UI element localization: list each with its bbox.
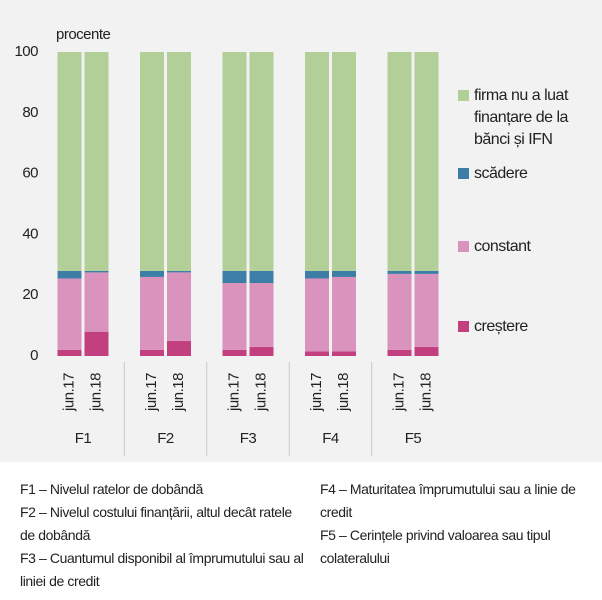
chart: procente 0 20 40 60 80 100 F1 F2 F3 F4 F5 jun.17 jun… <box>14 26 439 456</box>
bar-segment <box>332 270 356 277</box>
bar-segment <box>414 52 439 271</box>
bar-segment <box>249 270 274 284</box>
note: F3 – Cuantumul disponibil al împrumutulu… <box>20 550 304 589</box>
bar-segment <box>305 351 329 356</box>
bar-segment <box>167 52 191 271</box>
group-label: F4 <box>322 430 339 447</box>
y-axis-label: procente <box>56 26 111 43</box>
bar-segment <box>332 276 356 352</box>
legend-label: constant <box>474 238 531 255</box>
y-tick-label: 100 <box>14 43 38 60</box>
note: F5 – Cerințele privind valoarea sau tipu… <box>320 527 551 566</box>
y-tick-label: 20 <box>22 286 38 303</box>
bar-segment <box>387 273 412 350</box>
bar-segment <box>84 270 109 273</box>
legend-label: firma nu a luat finanțare de la bănci și… <box>474 87 568 148</box>
x-tick-label: jun.18 <box>87 373 104 412</box>
bar-segment <box>414 346 439 356</box>
bar-segment <box>57 278 82 350</box>
bar-segment <box>167 340 191 356</box>
bar-segment <box>57 349 82 356</box>
bar-segment <box>414 270 439 274</box>
bar-segment <box>140 349 164 356</box>
bar-segment <box>387 270 412 274</box>
x-tick-label: jun.18 <box>170 373 187 412</box>
x-tick-label: jun.17 <box>390 373 407 412</box>
bar-segment <box>387 349 412 356</box>
bar-segment <box>140 52 164 271</box>
bar-segment <box>57 52 82 271</box>
bar-segment <box>222 52 247 271</box>
bar-segment <box>332 351 356 356</box>
y-tick-label: 0 <box>30 347 38 364</box>
bar-segment <box>305 270 329 279</box>
group-label: F2 <box>157 430 174 447</box>
y-tick-label: 80 <box>22 104 38 121</box>
bar-segment <box>140 276 164 350</box>
group-label: F1 <box>75 430 92 447</box>
bar-segment <box>305 52 329 271</box>
bar-segment <box>305 278 329 352</box>
note: F1 – Nivelul ratelor de dobândă <box>20 481 203 497</box>
bar-segment <box>222 283 247 350</box>
legend-label: scădere <box>474 165 528 182</box>
note: F2 – Nivelul costului finanțării, altul … <box>20 504 292 543</box>
bar-segment <box>387 52 412 271</box>
bar-segment <box>84 52 109 271</box>
x-tick-label: jun.17 <box>143 373 160 412</box>
bar-segment <box>249 283 274 347</box>
x-tick-label: jun.17 <box>60 373 77 412</box>
x-tick-label: jun.18 <box>417 373 434 412</box>
legend-swatch <box>458 241 469 252</box>
y-tick-label: 60 <box>22 165 38 182</box>
group-label: F3 <box>240 430 257 447</box>
x-tick-label: jun.18 <box>252 373 269 412</box>
legend-swatch <box>458 90 469 101</box>
bar-segment <box>167 270 191 273</box>
legend-item: firma nu a luat finanțare de la bănci și… <box>458 85 598 151</box>
y-tick-label: 40 <box>22 225 38 242</box>
bar-segment <box>57 270 82 279</box>
bar-segment <box>222 270 247 284</box>
x-tick-label: jun.18 <box>335 373 352 412</box>
legend-label: creștere <box>474 318 528 335</box>
bar-segment <box>332 52 356 271</box>
x-tick-label: jun.17 <box>225 373 242 412</box>
bar-segment <box>249 52 274 271</box>
bar-segment <box>140 270 164 277</box>
bar-segment <box>414 273 439 347</box>
group-label: F5 <box>405 430 422 447</box>
legend-swatch <box>458 321 469 332</box>
bar-segment <box>84 272 109 332</box>
legend-item: constant <box>458 236 598 258</box>
bar-segment <box>222 349 247 356</box>
x-tick-label: jun.17 <box>308 373 325 412</box>
note: F4 – Maturitatea împrumutului sau a lini… <box>320 481 576 520</box>
bar-segment <box>249 346 274 356</box>
legend-swatch <box>458 168 469 179</box>
legend-item: scădere <box>458 163 598 185</box>
bar-segment <box>167 272 191 341</box>
bar-segment <box>84 331 109 356</box>
legend-item: creștere <box>458 316 598 338</box>
